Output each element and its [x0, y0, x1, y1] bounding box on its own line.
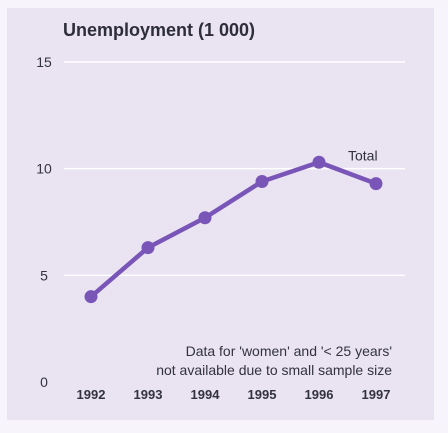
x-tick-label-1996: 1996 [305, 387, 334, 402]
series-label-total: Total [348, 147, 378, 163]
chart-panel [7, 8, 434, 420]
y-tick-label-10: 10 [36, 161, 52, 177]
x-tick-label-1993: 1993 [134, 387, 163, 402]
data-point-1994 [198, 211, 212, 225]
y-tick-label-0: 0 [40, 374, 48, 390]
data-point-1997 [369, 177, 383, 191]
series-line-total [88, 160, 379, 299]
chart-title: Unemployment (1 000) [63, 20, 256, 40]
x-tick-label-1997: 1997 [362, 387, 391, 402]
data-point-1993 [141, 241, 155, 255]
x-tick-label-1994: 1994 [191, 387, 221, 402]
annotation-line-1: Data for 'women' and '< 25 years' [186, 343, 392, 359]
x-tick-label-1995: 1995 [248, 387, 277, 402]
y-tick-label-5: 5 [40, 267, 48, 283]
data-point-1995 [255, 174, 269, 188]
annotation-line-2: not available due to small sample size [156, 362, 392, 378]
x-tick-label-1992: 1992 [77, 387, 106, 402]
data-point-1996 [312, 155, 326, 169]
data-point-1992 [84, 290, 98, 304]
y-tick-label-15: 15 [36, 54, 52, 70]
